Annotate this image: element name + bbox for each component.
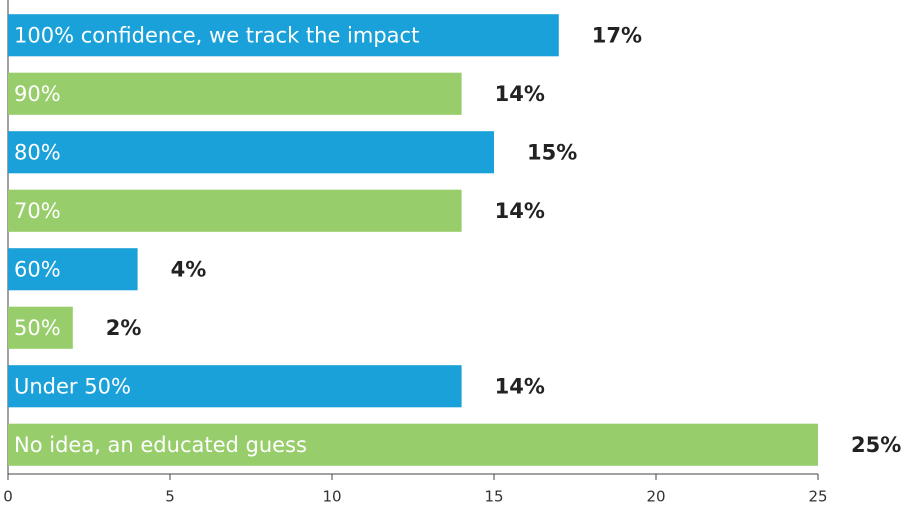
bar — [8, 14, 559, 57]
category-label: No idea, an educated guess — [14, 433, 307, 457]
x-tick-label: 15 — [484, 488, 503, 506]
value-label: 2% — [106, 316, 142, 340]
value-label: 25% — [851, 433, 901, 457]
category-label: 100% confidence, we track the impact — [14, 23, 419, 47]
value-label: 4% — [171, 257, 207, 281]
value-label: 14% — [495, 82, 545, 106]
x-tick-label: 5 — [165, 488, 175, 506]
bar — [8, 248, 138, 291]
bar — [8, 423, 818, 466]
bar — [8, 306, 73, 349]
value-label: 14% — [495, 199, 545, 223]
category-label: 80% — [14, 140, 61, 164]
bar — [8, 365, 462, 408]
bar — [8, 131, 494, 174]
bar — [8, 189, 462, 232]
x-tick-label: 25 — [808, 488, 827, 506]
x-tick-label: 10 — [322, 488, 341, 506]
category-label: 50% — [14, 316, 61, 340]
x-tick-label: 0 — [3, 488, 13, 506]
value-label: 15% — [527, 140, 577, 164]
value-label: 17% — [592, 23, 642, 47]
category-label: 90% — [14, 82, 61, 106]
category-label: 70% — [14, 199, 61, 223]
category-label: 60% — [14, 257, 61, 281]
x-tick-label: 20 — [646, 488, 665, 506]
value-label: 14% — [495, 374, 545, 398]
bar — [8, 72, 462, 115]
category-label: Under 50% — [14, 374, 131, 398]
